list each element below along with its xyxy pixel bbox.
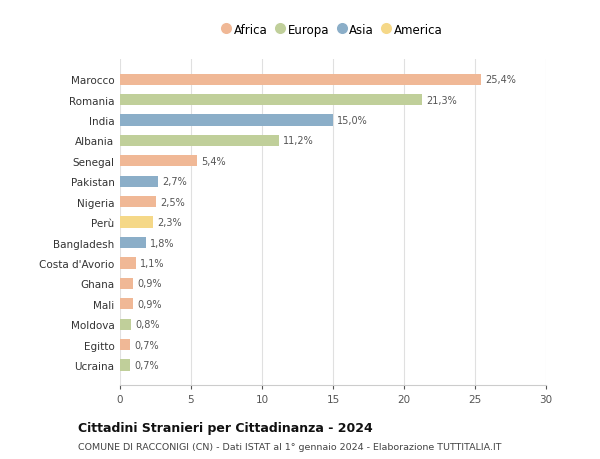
Bar (120, 339, 130, 350)
Text: 2,5%: 2,5% (160, 197, 185, 207)
Text: COMUNE DI RACCONIGI (CN) - Dati ISTAT al 1° gennaio 2024 - Elaborazione TUTTITAL: COMUNE DI RACCONIGI (CN) - Dati ISTAT al… (78, 442, 502, 451)
Text: 0,7%: 0,7% (134, 360, 159, 370)
Legend: Africa, Europa, Asia, America: Africa, Europa, Asia, America (220, 20, 446, 40)
Text: 0,9%: 0,9% (137, 279, 161, 289)
Bar (120, 196, 155, 208)
Bar (120, 115, 333, 126)
Text: 0,8%: 0,8% (136, 319, 160, 330)
Text: 25,4%: 25,4% (485, 75, 516, 85)
Bar (120, 217, 152, 228)
Bar (120, 237, 146, 249)
Text: 2,3%: 2,3% (157, 218, 182, 228)
Text: 5,4%: 5,4% (201, 157, 226, 167)
Bar (120, 74, 481, 86)
Text: 0,7%: 0,7% (134, 340, 159, 350)
Text: 0,9%: 0,9% (137, 299, 161, 309)
Text: 11,2%: 11,2% (283, 136, 314, 146)
Bar (120, 278, 133, 289)
Text: 1,1%: 1,1% (140, 258, 164, 269)
Bar (120, 319, 131, 330)
Bar (120, 258, 136, 269)
Text: 2,7%: 2,7% (163, 177, 187, 187)
Bar (120, 95, 422, 106)
Text: Cittadini Stranieri per Cittadinanza - 2024: Cittadini Stranieri per Cittadinanza - 2… (78, 421, 373, 434)
Bar (120, 135, 279, 147)
Bar (120, 156, 197, 167)
Text: 15,0%: 15,0% (337, 116, 368, 126)
Bar (120, 298, 133, 310)
Bar (120, 359, 130, 371)
Text: 1,8%: 1,8% (150, 238, 175, 248)
Text: 21,3%: 21,3% (427, 95, 457, 106)
Bar (120, 176, 158, 187)
